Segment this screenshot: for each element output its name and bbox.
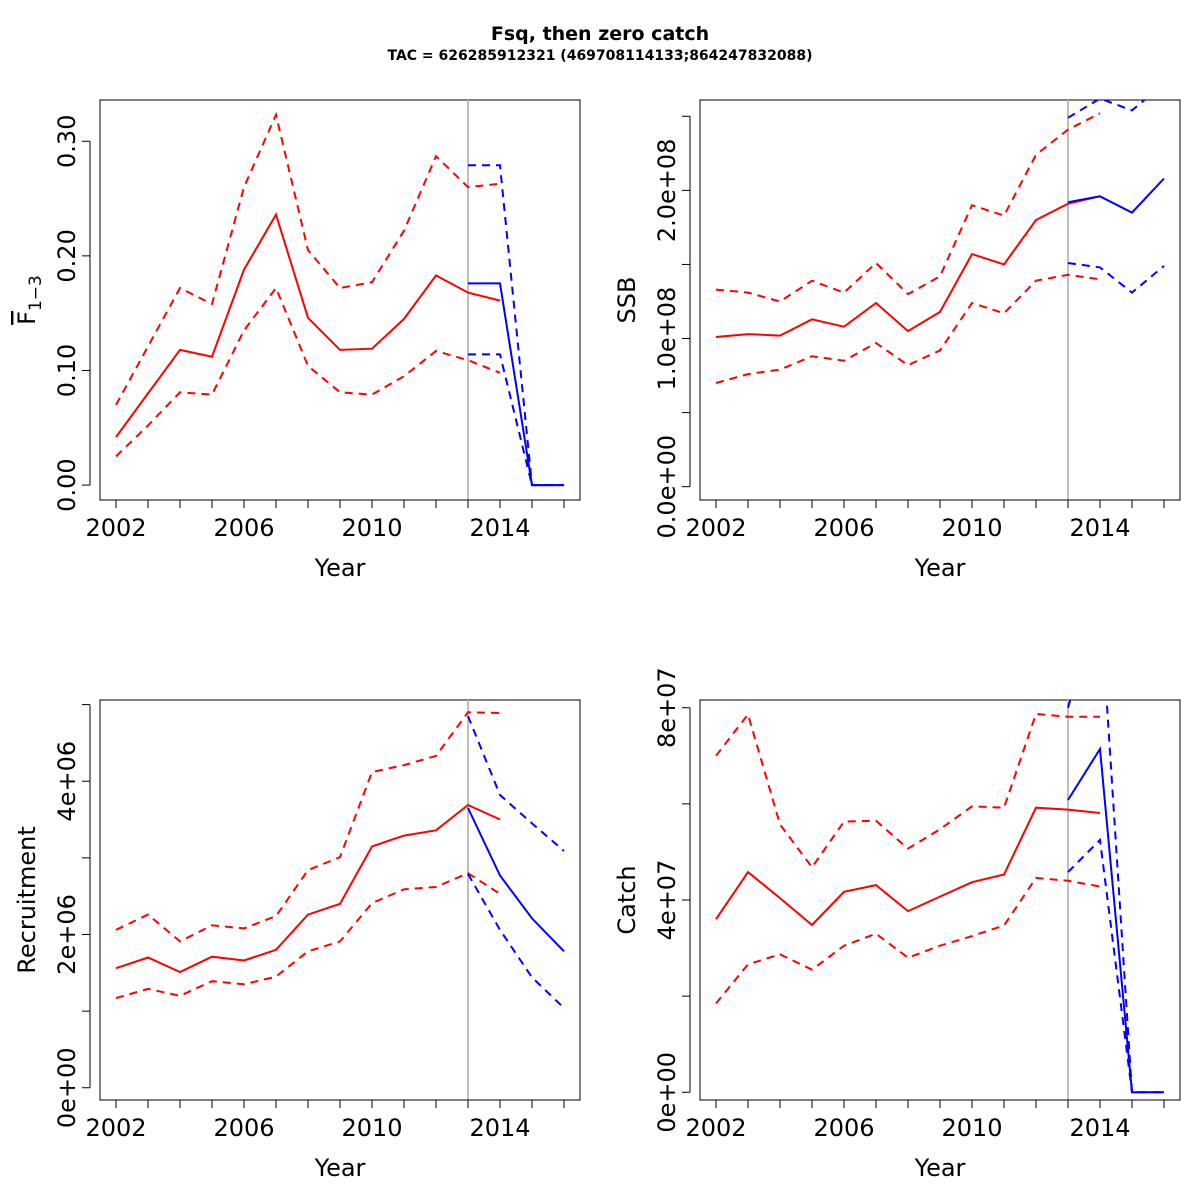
y-tick-label: 0.0e+00 (653, 435, 681, 539)
x-tick-label: 2002 (685, 1114, 746, 1142)
x-axis-title: Year (314, 554, 366, 582)
y-axis-title: F1−3 (13, 275, 46, 325)
x-tick-label: 2014 (1069, 1114, 1130, 1142)
plot-frame (99, 99, 581, 501)
y-tick-label: 4e+06 (53, 741, 81, 822)
projection-dashed-line (467, 873, 565, 1009)
x-tick-label: 2006 (213, 1114, 274, 1142)
y-tick-label: 1.0e+08 (653, 287, 681, 391)
history-dashed-line (715, 876, 1101, 1005)
x-tick-label: 2006 (813, 514, 874, 542)
figure-subtitle: TAC = 626285912321 (469708114133;8642478… (387, 48, 812, 64)
y-tick-label: 0.10 (53, 344, 81, 397)
x-tick-label: 2002 (85, 1114, 146, 1142)
history-dashed-line (115, 711, 501, 943)
projection-solid-line (1067, 745, 1164, 1094)
y-tick-label: 2e+06 (53, 894, 81, 975)
chart-panels: 2002 2006 2010 2014 0.00 0.10 0.20 0.30 Year F1−3… (13, 99, 1181, 1182)
projection-dashed-line (1067, 100, 1147, 119)
y-axis-title-main: F (13, 311, 41, 325)
x-tick-label: 2006 (813, 1114, 874, 1142)
projection-dashed-line (1067, 837, 1164, 1094)
history-dashed-line (115, 872, 501, 1000)
y-axis-title-sub: 1−3 (26, 275, 46, 311)
y-axis-title-main: Recruitment (13, 826, 41, 973)
x-tick-label: 2010 (341, 1114, 402, 1142)
x-tick-label: 2002 (85, 514, 146, 542)
x-tick-label: 2014 (1069, 514, 1130, 542)
history-solid-line (115, 803, 501, 974)
panel-f: 2002 2006 2010 2014 0.00 0.10 0.20 0.30 Year F1−3 (13, 99, 581, 582)
y-tick-label: 2.0e+08 (653, 139, 681, 243)
projection-dashed-line (468, 164, 564, 487)
projection-dashed-line (467, 715, 565, 852)
history-solid-line (715, 195, 1101, 338)
y-tick-label: 0e+00 (53, 1047, 81, 1128)
history-solid-line (715, 806, 1101, 927)
x-axis-title: Year (914, 1154, 966, 1182)
x-axis-title: Year (314, 1154, 366, 1182)
x-tick-label: 2002 (685, 514, 746, 542)
y-tick-label: 4e+07 (653, 860, 681, 941)
projection-dashed-line (468, 353, 564, 487)
x-tick-label: 2006 (213, 514, 274, 542)
panel-catch: 2002 2006 2010 2014 0e+00 4e+07 8e+07 Year Catch (613, 667, 1181, 1182)
y-axis-title-main: Catch (613, 865, 641, 934)
y-tick-label: 0.30 (53, 115, 81, 168)
history-dashed-line (115, 111, 501, 406)
figure-title: Fsq, then zero catch (491, 23, 709, 45)
x-tick-label: 2014 (469, 514, 530, 542)
panel-recruitment: 2002 2006 2010 2014 0e+00 2e+06 4e+06 Year Recru… (13, 699, 581, 1182)
x-tick-label: 2010 (941, 514, 1002, 542)
y-tick-label: 8e+07 (653, 667, 681, 748)
y-axis-title: Catch (613, 865, 641, 934)
plot-frame (99, 699, 581, 1101)
y-tick-label: 0e+00 (653, 1052, 681, 1133)
x-tick-label: 2014 (469, 1114, 530, 1142)
history-dashed-line (715, 712, 1100, 870)
projection-solid-line (468, 282, 564, 487)
history-solid-line (115, 212, 501, 438)
projection-dashed-line (1067, 262, 1165, 294)
y-axis-title: Recruitment (13, 826, 41, 973)
y-tick-label: 0.00 (53, 458, 81, 511)
plot-frame (699, 699, 1181, 1101)
y-axis-title-main: SSB (613, 277, 641, 324)
y-axis-title: SSB (613, 277, 641, 324)
history-dashed-line (715, 273, 1101, 384)
x-axis-title: Year (914, 554, 966, 582)
projection-solid-line (467, 807, 565, 952)
history-dashed-line (115, 285, 501, 458)
y-tick-label: 0.20 (53, 229, 81, 282)
projection-solid-line (1067, 177, 1165, 214)
projection-dashed-line (1067, 700, 1164, 1094)
history-dashed-line (715, 112, 1101, 303)
panel-ssb: 2002 2006 2010 2014 0.0e+00 1.0e+08 2.0e+08 Yea… (613, 99, 1181, 582)
x-tick-label: 2010 (941, 1114, 1002, 1142)
x-tick-label: 2010 (341, 514, 402, 542)
